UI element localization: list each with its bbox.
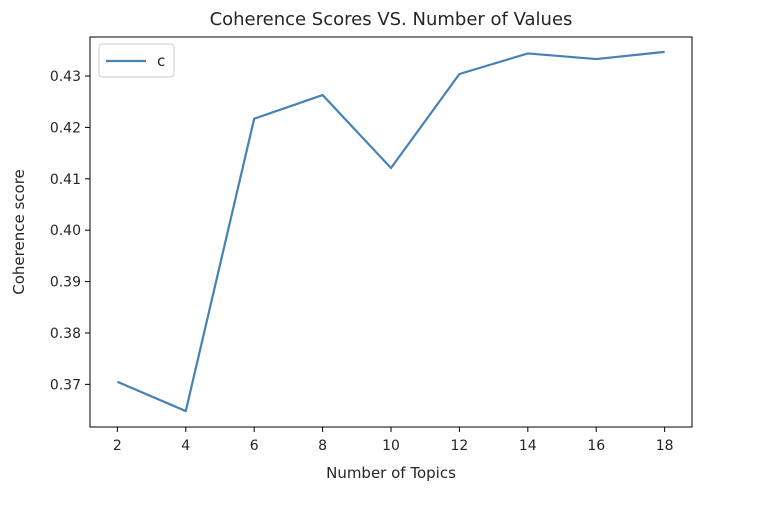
plot-frame <box>89 36 693 428</box>
plot-area <box>90 37 692 427</box>
y-tick-label: 0.41 <box>50 172 81 188</box>
x-tick-label: 18 <box>656 438 674 454</box>
y-tick-label: 0.42 <box>50 120 81 136</box>
series-layer <box>116 50 665 413</box>
legend: c <box>98 43 175 78</box>
x-tick-label: 4 <box>181 438 190 454</box>
x-tick-label: 8 <box>318 438 327 454</box>
x-tick-label: 10 <box>382 438 400 454</box>
y-axis-label: Coherence score <box>10 169 28 295</box>
x-tick-label: 16 <box>587 438 605 454</box>
x-tick-label: 6 <box>250 438 259 454</box>
y-tick-label: 0.43 <box>50 69 81 85</box>
x-tick-label: 12 <box>450 438 468 454</box>
y-tick-label: 0.40 <box>50 223 81 239</box>
y-axis-ticks: 0.37 0.38 0.39 0.40 0.41 0.42 0.43 <box>50 69 90 393</box>
series-line <box>116 50 665 413</box>
chart-title: Coherence Scores VS. Number of Values <box>210 9 573 30</box>
y-tick-label: 0.38 <box>50 326 81 342</box>
x-axis-ticks: 2 4 6 8 10 12 14 16 18 <box>113 427 674 454</box>
x-tick-label: 2 <box>113 438 122 454</box>
x-tick-label: 14 <box>519 438 537 454</box>
y-tick-label: 0.37 <box>50 377 81 393</box>
y-tick-label: 0.39 <box>50 275 81 291</box>
legend-label: c <box>157 52 165 70</box>
x-axis-label: Number of Topics <box>326 464 456 482</box>
